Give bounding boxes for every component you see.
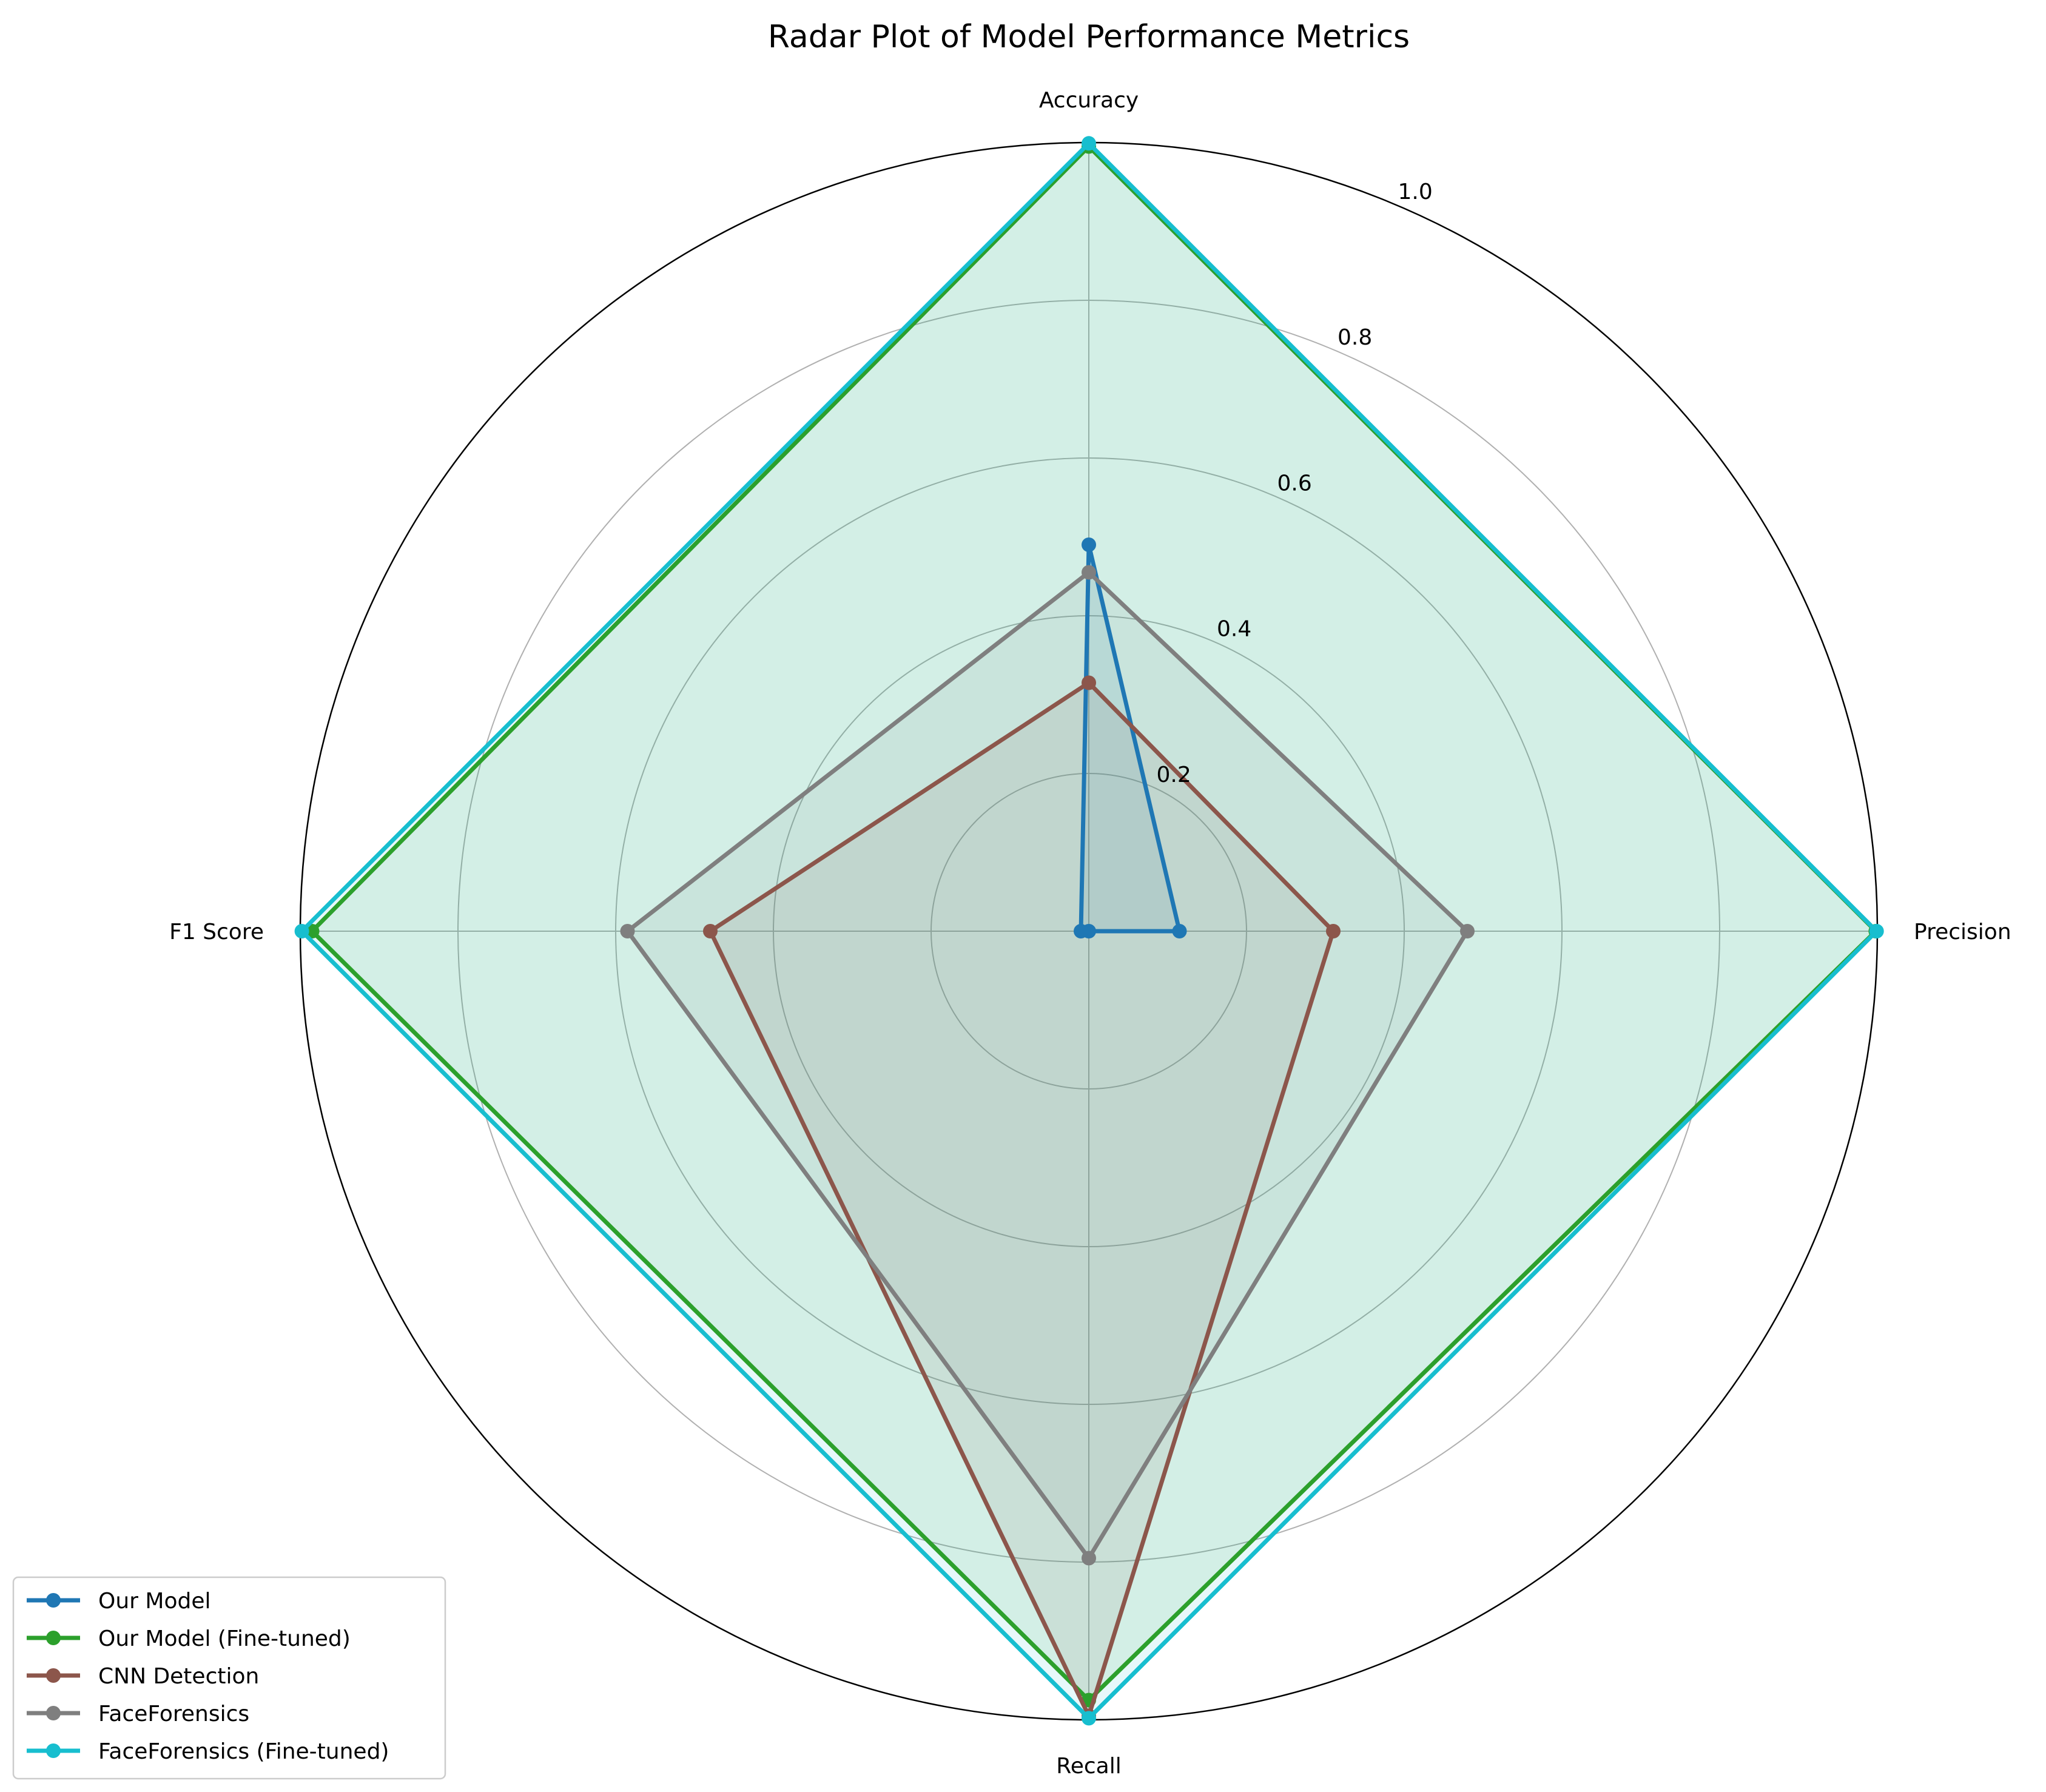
- legend-marker-0: [46, 1593, 61, 1608]
- r-tick-label-1: 0.4: [1217, 617, 1251, 642]
- r-tick-label-3: 0.8: [1338, 325, 1372, 350]
- legend-marker-4: [46, 1743, 61, 1758]
- legend-marker-1: [46, 1631, 61, 1645]
- series-point-4-2: [1082, 1711, 1096, 1726]
- series-fill-2: [710, 682, 1333, 1716]
- series-point-4-1: [1869, 924, 1884, 938]
- r-tick-label-4: 1.0: [1398, 180, 1432, 204]
- chart-title: Radar Plot of Model Performance Metrics: [768, 19, 1410, 55]
- legend-label-1: Our Model (Fine-tuned): [98, 1626, 351, 1651]
- r-tick-label-0: 0.2: [1156, 763, 1191, 787]
- legend-label-0: Our Model: [98, 1589, 210, 1614]
- series-point-0-3: [1074, 924, 1088, 938]
- series-fill-3: [627, 572, 1467, 1558]
- category-label-3: F1 Score: [169, 920, 264, 945]
- legend-label-4: FaceForensics (Fine-tuned): [98, 1739, 389, 1764]
- radar-labels: 0.2 0.4 0.6 0.8 1.0 Accuracy Precision Recall F1…: [169, 88, 2011, 1779]
- legend-marker-2: [46, 1668, 61, 1683]
- series-point-3-3: [620, 924, 635, 938]
- legend-marker-3: [46, 1706, 61, 1720]
- radar-series: [294, 136, 1884, 1726]
- series-point-2-3: [703, 924, 718, 938]
- series-point-0-0: [1082, 537, 1096, 552]
- legend-label-2: CNN Detection: [98, 1664, 259, 1689]
- legend-label-3: FaceForensics: [98, 1702, 249, 1726]
- series-point-3-2: [1082, 1551, 1096, 1566]
- category-label-1: Precision: [1914, 920, 2011, 945]
- series-point-4-3: [294, 924, 309, 938]
- series-point-2-1: [1326, 924, 1341, 938]
- category-label-0: Accuracy: [1039, 88, 1139, 113]
- series-point-4-0: [1082, 136, 1096, 151]
- category-label-2: Recall: [1056, 1754, 1121, 1779]
- legend: Our Model Our Model (Fine-tuned) CNN Detec…: [12, 1576, 446, 1780]
- series-point-3-1: [1460, 924, 1475, 938]
- series-point-0-1: [1172, 924, 1187, 938]
- series-point-3-0: [1082, 565, 1096, 580]
- series-point-2-0: [1082, 675, 1096, 690]
- r-tick-label-2: 0.6: [1277, 471, 1311, 496]
- legend-box: [12, 1576, 446, 1780]
